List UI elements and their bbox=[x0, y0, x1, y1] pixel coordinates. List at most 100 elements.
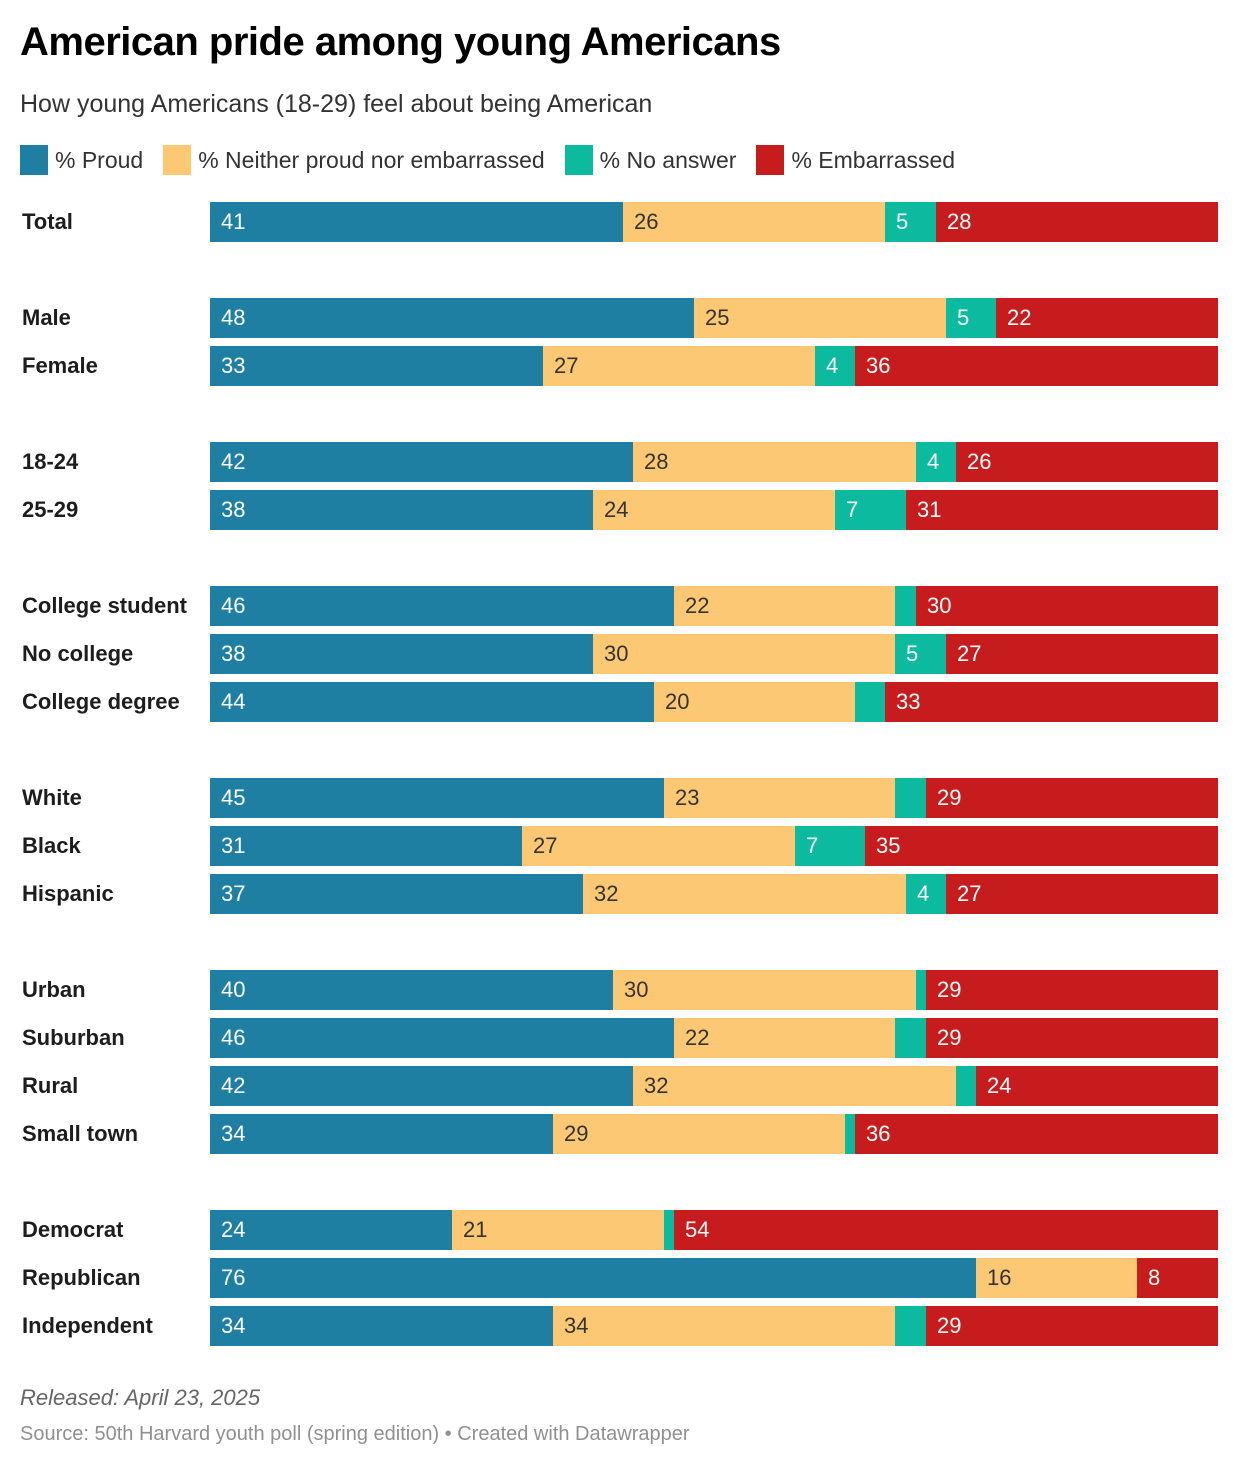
row-label-democrat: Democrat bbox=[22, 1217, 124, 1242]
bar-segment-proud-college-degree bbox=[210, 682, 654, 722]
data-label-proud-urban: 40 bbox=[221, 977, 246, 1002]
source-credit: Source: 50th Harvard youth poll (spring … bbox=[20, 1423, 690, 1445]
row-label-college-student: College student bbox=[22, 593, 188, 618]
bar-segment-proud-hispanic bbox=[210, 874, 583, 914]
bar-segment-embarrassed-urban bbox=[926, 970, 1218, 1010]
data-label-neither-black: 27 bbox=[533, 833, 558, 858]
data-label-embarrassed-democrat: 54 bbox=[685, 1217, 710, 1242]
data-label-neither-25-29: 24 bbox=[604, 497, 629, 522]
bar-segment-neither-suburban bbox=[674, 1018, 895, 1058]
row-label-republican: Republican bbox=[22, 1265, 141, 1290]
row-label-female: Female bbox=[22, 353, 98, 378]
row-label-independent: Independent bbox=[22, 1313, 153, 1338]
bar-segment-neither-black bbox=[522, 826, 795, 866]
legend-label-neither: % Neither proud nor embarrassed bbox=[198, 146, 545, 173]
bar-segment-embarrassed-white bbox=[926, 778, 1218, 818]
bar-segment-neither-25-29 bbox=[593, 490, 835, 530]
data-label-embarrassed-no-college: 27 bbox=[957, 641, 982, 666]
row-label-hispanic: Hispanic bbox=[22, 881, 114, 906]
row-label-black: Black bbox=[22, 833, 81, 858]
data-label-proud-no-college: 38 bbox=[221, 641, 246, 666]
data-label-proud-rural: 42 bbox=[221, 1073, 246, 1098]
row-label-suburban: Suburban bbox=[22, 1025, 125, 1050]
bar-segment-neither-small-town bbox=[553, 1114, 845, 1154]
released-date: Released: April 23, 2025 bbox=[20, 1385, 261, 1410]
bar-segment-proud-republican bbox=[210, 1258, 976, 1298]
bar-segment-no-answer-18-24 bbox=[916, 442, 956, 482]
legend-label-embarrassed: % Embarrassed bbox=[791, 146, 956, 173]
row-label-male: Male bbox=[22, 305, 71, 330]
data-label-neither-rural: 32 bbox=[644, 1073, 669, 1098]
data-label-proud-hispanic: 37 bbox=[221, 881, 246, 906]
row-label-urban: Urban bbox=[22, 977, 86, 1002]
legend-item-no-answer: % No answer bbox=[564, 145, 736, 175]
bar-segment-embarrassed-male bbox=[996, 298, 1218, 338]
data-label-embarrassed-female: 36 bbox=[866, 353, 891, 378]
bar-segment-embarrassed-democrat bbox=[674, 1210, 1218, 1250]
bar-segment-proud-college-student bbox=[210, 586, 674, 626]
bar-segment-proud-no-college bbox=[210, 634, 593, 674]
data-label-embarrassed-rural: 24 bbox=[987, 1073, 1012, 1098]
bar-segment-no-answer-urban bbox=[916, 970, 926, 1010]
data-label-proud-independent: 34 bbox=[221, 1313, 246, 1338]
bar-segment-no-answer-25-29 bbox=[835, 490, 906, 530]
bar-segment-no-answer-college-degree bbox=[855, 682, 885, 722]
data-label-neither-urban: 30 bbox=[624, 977, 649, 1002]
bar-segment-neither-democrat bbox=[452, 1210, 664, 1250]
bar-segment-neither-18-24 bbox=[633, 442, 916, 482]
bar-segment-embarrassed-no-college bbox=[946, 634, 1218, 674]
data-label-neither-small-town: 29 bbox=[564, 1121, 589, 1146]
data-label-proud-college-student: 46 bbox=[221, 593, 246, 618]
bar-segment-neither-no-college bbox=[593, 634, 895, 674]
row-label-total: Total bbox=[22, 209, 73, 234]
bar-segment-neither-hispanic bbox=[583, 874, 906, 914]
bar-segment-neither-college-student bbox=[674, 586, 895, 626]
data-label-no-answer-female: 4 bbox=[826, 353, 839, 378]
data-label-embarrassed-total: 28 bbox=[947, 209, 972, 234]
data-label-no-answer-male: 5 bbox=[957, 305, 970, 330]
data-label-no-answer-25-29: 7 bbox=[846, 497, 859, 522]
bar-segment-neither-female bbox=[543, 346, 815, 386]
data-label-no-answer-total: 5 bbox=[896, 209, 909, 234]
data-label-proud-male: 48 bbox=[221, 305, 246, 330]
data-label-neither-female: 27 bbox=[554, 353, 579, 378]
bar-segment-embarrassed-total bbox=[936, 202, 1218, 242]
legend: % Proud % Neither proud nor embarrassed … bbox=[20, 145, 975, 175]
row-label-no-college: No college bbox=[22, 641, 134, 666]
data-label-no-answer-black: 7 bbox=[806, 833, 819, 858]
data-label-no-answer-no-college: 5 bbox=[906, 641, 919, 666]
data-label-embarrassed-25-29: 31 bbox=[917, 497, 942, 522]
data-label-neither-no-college: 30 bbox=[604, 641, 629, 666]
data-label-embarrassed-black: 35 bbox=[876, 833, 901, 858]
bar-segment-neither-college-degree bbox=[654, 682, 855, 722]
legend-item-embarrassed: % Embarrassed bbox=[756, 145, 955, 175]
data-label-neither-college-student: 22 bbox=[685, 593, 710, 618]
data-label-neither-suburban: 22 bbox=[685, 1025, 710, 1050]
bar-segment-embarrassed-hispanic bbox=[946, 874, 1218, 914]
row-label-18-24: 18-24 bbox=[22, 449, 79, 474]
bar-segment-proud-white bbox=[210, 778, 664, 818]
bar-segment-no-answer-hispanic bbox=[906, 874, 946, 914]
bar-segment-embarrassed-rural bbox=[976, 1066, 1218, 1106]
bar-segment-no-answer-suburban bbox=[895, 1018, 926, 1058]
data-label-neither-18-24: 28 bbox=[644, 449, 669, 474]
legend-swatch-embarrassed bbox=[756, 145, 785, 175]
bar-segment-proud-small-town bbox=[210, 1114, 553, 1154]
bar-segment-no-answer-female bbox=[815, 346, 855, 386]
data-label-proud-total: 41 bbox=[221, 209, 246, 234]
legend-swatch-neither bbox=[163, 145, 192, 175]
bar-segment-no-answer-total bbox=[885, 202, 936, 242]
bar-segment-neither-rural bbox=[633, 1066, 956, 1106]
bar-segment-no-answer-no-college bbox=[895, 634, 946, 674]
legend-swatch-proud bbox=[20, 145, 48, 175]
bar-segment-no-answer-white bbox=[895, 778, 926, 818]
data-label-proud-18-24: 42 bbox=[221, 449, 246, 474]
data-label-embarrassed-urban: 29 bbox=[937, 977, 962, 1002]
bar-segment-proud-rural bbox=[210, 1066, 633, 1106]
row-label-small-town: Small town bbox=[22, 1121, 139, 1146]
bar-segment-proud-democrat bbox=[210, 1210, 452, 1250]
data-label-proud-female: 33 bbox=[221, 353, 246, 378]
data-label-proud-white: 45 bbox=[221, 785, 246, 810]
bar-segment-no-answer-college-student bbox=[895, 586, 916, 626]
data-label-embarrassed-independent: 29 bbox=[937, 1313, 962, 1338]
